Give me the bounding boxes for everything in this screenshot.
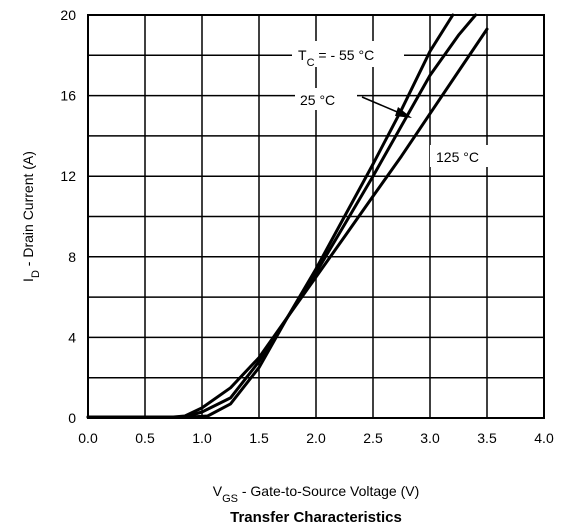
x-axis-label-sub: GS <box>222 493 238 505</box>
grid-lines <box>88 15 544 418</box>
y-tick-label: 0 <box>68 410 76 426</box>
x-tick-labels: 0.0 0.5 1.0 1.5 2.0 2.5 3.0 3.5 4.0 <box>78 430 554 446</box>
x-axis-label-rest: - Gate-to-Source Voltage (V) <box>238 483 419 499</box>
annotation-25c: 25 °C <box>295 88 357 110</box>
x-tick-label: 0.0 <box>78 430 98 446</box>
x-tick-label: 1.0 <box>192 430 212 446</box>
annotation-125c-label: 125 °C <box>436 149 479 165</box>
y-tick-label: 16 <box>60 88 76 104</box>
x-tick-label: 2.0 <box>306 430 326 446</box>
y-axis-label-main: I <box>20 278 36 282</box>
x-tick-label: 3.5 <box>477 430 497 446</box>
x-tick-label: 4.0 <box>534 430 554 446</box>
x-tick-label: 1.5 <box>249 430 269 446</box>
x-axis-label: VGS - Gate-to-Source Voltage (V) <box>213 483 420 505</box>
y-tick-label: 8 <box>68 249 76 265</box>
y-tick-label: 12 <box>60 168 76 184</box>
chart-title: Transfer Characteristics <box>230 509 402 526</box>
x-tick-label: 0.5 <box>135 430 155 446</box>
annotation-arrow <box>361 96 412 118</box>
y-axis-label-rest: - Drain Current (A) <box>20 151 36 270</box>
y-tick-label: 4 <box>68 329 76 345</box>
svg-text:TC = - 55 °C: TC = - 55 °C <box>298 47 374 69</box>
annotation-tc-minus-55: TC = - 55 °C <box>292 41 404 69</box>
x-axis-label-main: V <box>213 483 223 499</box>
y-tick-labels: 0 4 8 12 16 20 <box>60 7 76 426</box>
series-line-1 <box>86 27 489 419</box>
series-lines <box>86 13 489 419</box>
y-tick-label: 20 <box>60 7 76 23</box>
y-axis-label-sub: D <box>30 270 42 278</box>
y-axis-label: ID - Drain Current (A) <box>20 151 42 282</box>
annotation-tc-main: T <box>298 47 307 63</box>
series-line-3 <box>86 13 455 419</box>
annotation-tc-sub: C <box>307 57 315 69</box>
x-tick-label: 2.5 <box>363 430 383 446</box>
plot-frame <box>87 14 545 419</box>
annotation-125c: 125 °C <box>430 145 496 167</box>
annotation-25c-label: 25 °C <box>300 92 335 108</box>
x-tick-label: 3.0 <box>420 430 440 446</box>
annotation-tc-rest: = - 55 °C <box>315 47 375 63</box>
